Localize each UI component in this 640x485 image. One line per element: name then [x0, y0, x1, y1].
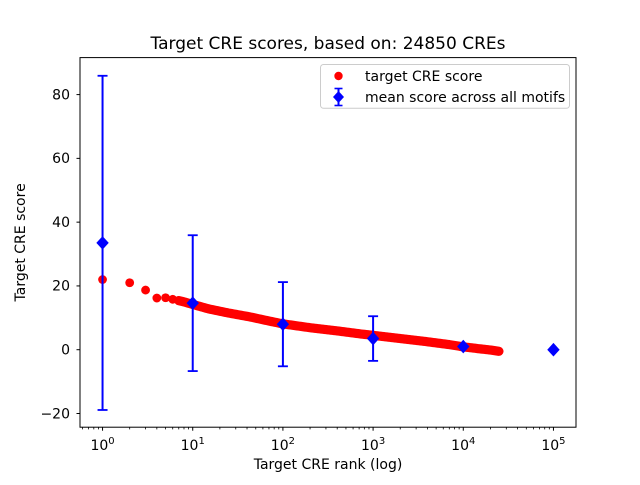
- legend-entry-mean-score: mean score across all motifs: [365, 90, 565, 106]
- scatter-point: [152, 293, 162, 303]
- axes-ticks: 100 101 102 103 104 105 −20 0 20 40 60 80: [40, 87, 565, 454]
- x-axis-tick-label: 104: [451, 436, 475, 454]
- plot-area-spines: [79, 57, 577, 428]
- legend-circle-marker-icon: [334, 71, 343, 81]
- x-axis-tick-label: 103: [361, 436, 385, 454]
- x-axis-tick-label: 101: [181, 436, 205, 454]
- mean-score-series: [96, 74, 560, 411]
- y-axis-tick-label: 60: [52, 151, 70, 167]
- mean-diamond-marker: [186, 296, 199, 310]
- y-axis-tick-label: −20: [40, 406, 70, 422]
- target-cre-score-series: [98, 275, 504, 356]
- legend-box: [320, 64, 570, 109]
- x-axis-label: Target CRE rank (log): [253, 457, 403, 473]
- legend-diamond-errorbar-marker-icon: [333, 87, 344, 107]
- scatter-point: [161, 293, 170, 303]
- mean-point-group: [457, 339, 470, 354]
- mean-diamond-marker: [96, 236, 109, 250]
- mean-diamond-marker: [276, 317, 290, 331]
- y-axis-tick-label: 80: [52, 87, 70, 103]
- y-axis-label: Target CRE score: [13, 183, 29, 302]
- mean-diamond-marker: [457, 339, 470, 354]
- mean-diamond-marker: [547, 342, 560, 357]
- scatter-point: [141, 285, 150, 295]
- chart-title: Target CRE scores, based on: 24850 CREs: [150, 34, 506, 54]
- y-axis-tick-label: 40: [52, 215, 70, 231]
- x-axis-tick-label: 105: [541, 436, 565, 454]
- y-axis-tick-label: 0: [61, 343, 70, 359]
- legend: target CRE score mean score across all m…: [320, 64, 570, 109]
- mean-point-group: [186, 234, 199, 372]
- scatter-dense-stream: [174, 296, 504, 356]
- scatter-point: [125, 278, 135, 288]
- mean-point-group: [276, 281, 290, 368]
- y-axis-tick-label: 20: [52, 279, 70, 295]
- x-axis-tick-label: 102: [271, 436, 295, 454]
- mean-point-group: [366, 315, 380, 362]
- legend-entry-target-cre-score: target CRE score: [365, 69, 482, 85]
- mean-diamond-marker: [366, 331, 380, 346]
- x-axis-tick-label: 100: [90, 436, 114, 454]
- mean-point-group: [96, 74, 109, 411]
- mean-point-group: [547, 342, 560, 357]
